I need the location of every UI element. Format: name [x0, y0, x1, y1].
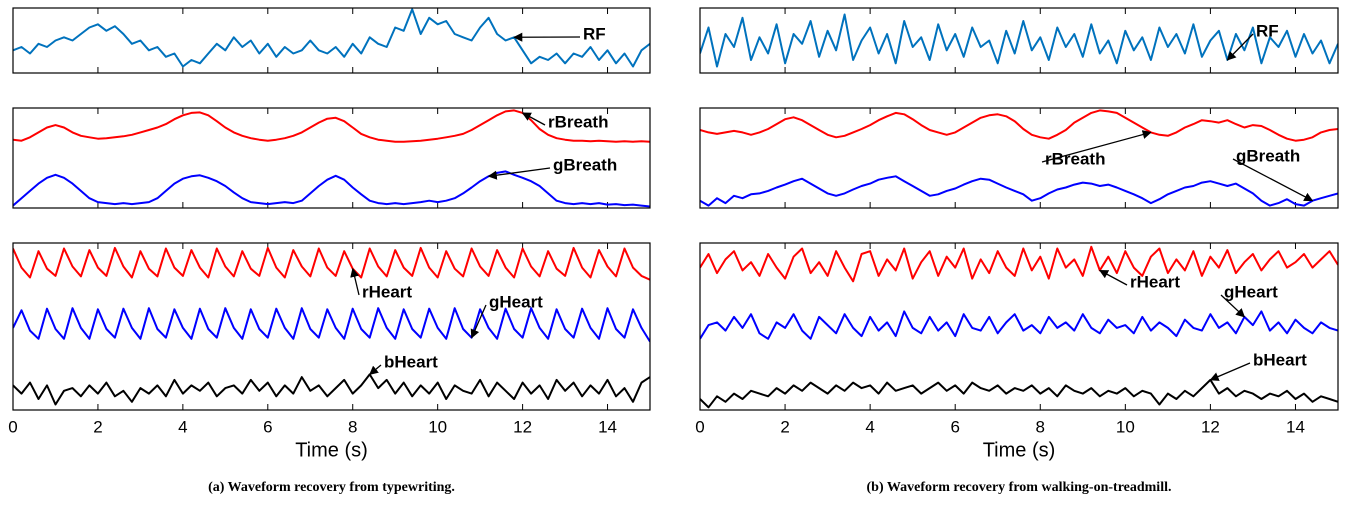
series-label: rBreath — [1045, 149, 1105, 168]
x-tick-label: 0 — [8, 417, 17, 436]
x-tick-label: 12 — [1201, 417, 1220, 436]
x-tick-label: 8 — [1036, 417, 1045, 436]
series-line — [700, 380, 1338, 407]
x-tick-label: 14 — [598, 417, 617, 436]
x-tick-label: 0 — [695, 417, 704, 436]
x-tick-label: 4 — [178, 417, 187, 436]
series-line — [700, 15, 1338, 67]
caption: (a) Waveform recovery from typewriting. — [208, 480, 455, 495]
x-tick-label: 2 — [780, 417, 789, 436]
label-arrow — [1210, 363, 1250, 380]
series-line — [700, 176, 1338, 205]
caption: (b) Waveform recovery from walking-on-tr… — [867, 480, 1172, 495]
label-arrow — [370, 365, 381, 374]
series-label: gHeart — [1224, 282, 1278, 301]
x-tick-label: 12 — [513, 417, 532, 436]
x-tick-label: 10 — [428, 417, 447, 436]
series-label: RF — [1256, 21, 1279, 40]
plot-frame — [700, 243, 1338, 410]
series-line — [700, 110, 1338, 140]
series-line — [13, 171, 650, 206]
x-tick-label: 6 — [950, 417, 959, 436]
series-label: rBreath — [548, 112, 608, 131]
series-line — [13, 308, 650, 341]
series-line — [700, 247, 1338, 281]
x-axis-label: Time (s) — [295, 439, 368, 461]
plot-frame — [13, 8, 650, 73]
x-tick-label: 2 — [93, 417, 102, 436]
series-line — [13, 374, 650, 404]
series-label: gBreath — [553, 155, 617, 174]
series-label: bHeart — [1253, 350, 1307, 369]
series-line — [13, 9, 650, 66]
x-tick-label: 14 — [1286, 417, 1305, 436]
series-label: rHeart — [362, 282, 412, 301]
series-line — [13, 248, 650, 280]
series-label: rHeart — [1130, 272, 1180, 291]
x-tick-label: 10 — [1116, 417, 1135, 436]
series-label: bHeart — [384, 352, 438, 371]
label-arrow — [472, 305, 486, 338]
series-label: RF — [583, 24, 606, 43]
x-tick-label: 8 — [348, 417, 357, 436]
label-arrow — [1100, 270, 1127, 285]
series-label: gBreath — [1236, 146, 1300, 165]
x-tick-label: 6 — [263, 417, 272, 436]
series-label: gHeart — [489, 292, 543, 311]
x-axis-label: Time (s) — [983, 439, 1056, 461]
x-tick-label: 4 — [865, 417, 874, 436]
